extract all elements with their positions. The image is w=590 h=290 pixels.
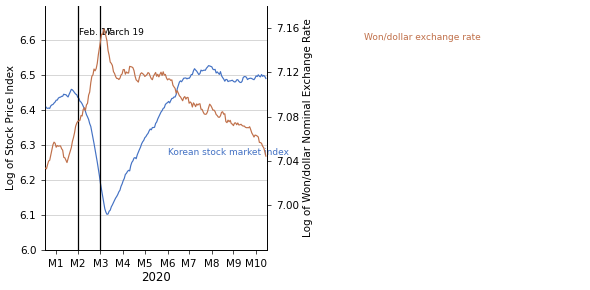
- Text: Korean stock market index: Korean stock market index: [168, 148, 289, 157]
- Y-axis label: Log of Stock Price Index: Log of Stock Price Index: [5, 65, 15, 190]
- Text: Feb. 17: Feb. 17: [79, 28, 112, 37]
- X-axis label: 2020: 2020: [141, 271, 171, 284]
- Y-axis label: Log of Won/dollar Nominal Exchange Rate: Log of Won/dollar Nominal Exchange Rate: [303, 18, 313, 237]
- Text: March 19: March 19: [101, 28, 143, 37]
- Text: Won/dollar exchange rate: Won/dollar exchange rate: [364, 33, 481, 42]
